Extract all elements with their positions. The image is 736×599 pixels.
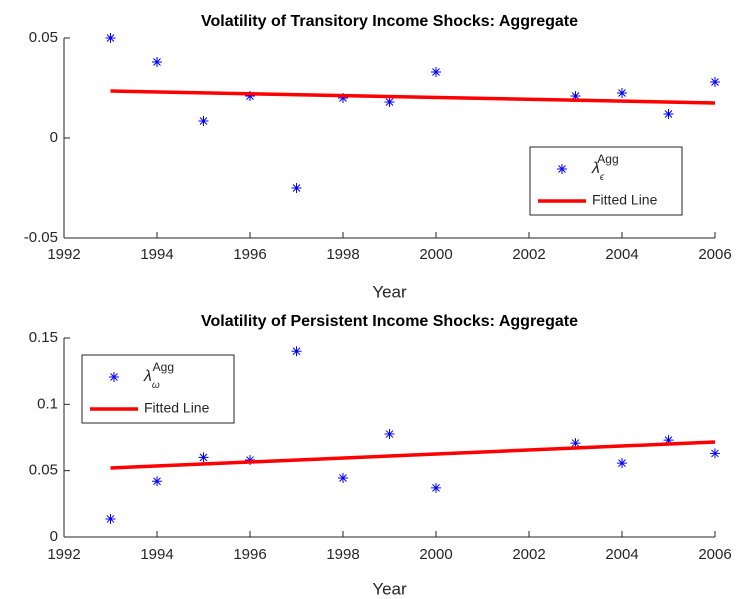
point (152, 57, 162, 67)
point (245, 91, 255, 101)
legend: λϵ Agg Fitted Line (529, 146, 683, 216)
point (710, 448, 720, 459)
x-tick-label: 2002 (512, 246, 545, 263)
legend-label: λϵ Agg (591, 152, 619, 182)
legend-symbol: λ (591, 160, 600, 177)
x-tick-label: 2002 (512, 546, 545, 563)
legend-box (529, 146, 683, 216)
point (431, 67, 441, 77)
legend-box (81, 354, 235, 424)
y-tick-label: 0.05 (29, 29, 58, 46)
point (105, 513, 116, 524)
x-tick-label: 1996 (233, 546, 266, 563)
legend: λω Agg Fitted Line (81, 354, 235, 424)
point (198, 116, 209, 126)
legend-subscript: ω (152, 380, 160, 391)
x-tick-label: 1998 (326, 546, 359, 563)
point (617, 458, 627, 469)
x-tick-label: 2004 (605, 546, 638, 563)
point (710, 77, 720, 87)
x-tick-label: 1994 (140, 546, 173, 563)
point (338, 93, 348, 103)
chart-title: Volatility of Transitory Income Shocks: … (201, 13, 578, 30)
point (291, 346, 302, 357)
legend-marker (557, 164, 567, 174)
x-tick-label: 1998 (326, 246, 359, 263)
point (570, 438, 581, 449)
y-tick-label: -0.05 (24, 229, 58, 246)
point (198, 452, 209, 463)
x-axis-label: Year (372, 282, 407, 301)
y-tick-label: 0.15 (29, 329, 58, 346)
legend-superscript: Agg (597, 152, 618, 166)
x-tick-label: 2006 (698, 246, 731, 263)
legend-marker (109, 372, 119, 382)
point (431, 482, 441, 493)
chart-title: Volatility of Persistent Income Shocks: … (201, 313, 578, 330)
x-tick-label: 2000 (419, 246, 452, 263)
point (152, 476, 162, 487)
y-tick-label: 0 (50, 528, 58, 545)
legend-label: λω Agg (143, 360, 174, 390)
x-tick-label: 2006 (698, 546, 731, 563)
x-axis-label: Year (372, 579, 407, 598)
point (384, 97, 395, 107)
x-tick-label: 1996 (233, 246, 266, 263)
x-tick-label: 1992 (47, 246, 80, 263)
point (338, 472, 348, 483)
legend-subscript: ϵ (600, 172, 605, 183)
x-tick-label: 2000 (419, 546, 452, 563)
point (291, 183, 302, 193)
point (663, 435, 674, 446)
y-tick-label: 0.1 (37, 395, 58, 412)
fitted-line (110, 440, 716, 470)
point (617, 88, 627, 98)
y-tick-label: 0 (50, 129, 58, 146)
point (384, 429, 395, 440)
legend-superscript: Agg (153, 360, 174, 374)
x-tick-label: 1994 (140, 246, 173, 263)
point (570, 91, 581, 101)
legend-label: Fitted Line (592, 192, 658, 208)
point (245, 455, 255, 466)
fitted-line (110, 89, 716, 105)
point (663, 109, 674, 119)
legend-symbol: λ (143, 368, 152, 385)
legend-label: Fitted Line (144, 400, 210, 416)
x-tick-label: 1992 (47, 546, 80, 563)
point (105, 33, 116, 43)
y-tick-label: 0.05 (29, 462, 58, 479)
x-tick-label: 2004 (605, 246, 638, 263)
